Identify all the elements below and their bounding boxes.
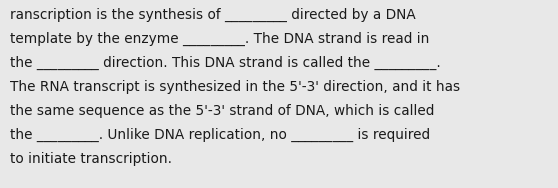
Text: The RNA transcript is synthesized in the 5'-3' direction, and it has: The RNA transcript is synthesized in the… — [10, 80, 460, 94]
Text: template by the enzyme _________. The DNA strand is read in: template by the enzyme _________. The DN… — [10, 32, 429, 46]
Text: to initiate transcription.: to initiate transcription. — [10, 152, 172, 166]
Text: the _________ direction. This DNA strand is called the _________.: the _________ direction. This DNA strand… — [10, 56, 441, 70]
Text: the same sequence as the 5'-3' strand of DNA, which is called: the same sequence as the 5'-3' strand of… — [10, 104, 434, 118]
Text: the _________. Unlike DNA replication, no _________ is required: the _________. Unlike DNA replication, n… — [10, 128, 430, 142]
Text: ranscription is the synthesis of _________ directed by a DNA: ranscription is the synthesis of _______… — [10, 8, 416, 22]
